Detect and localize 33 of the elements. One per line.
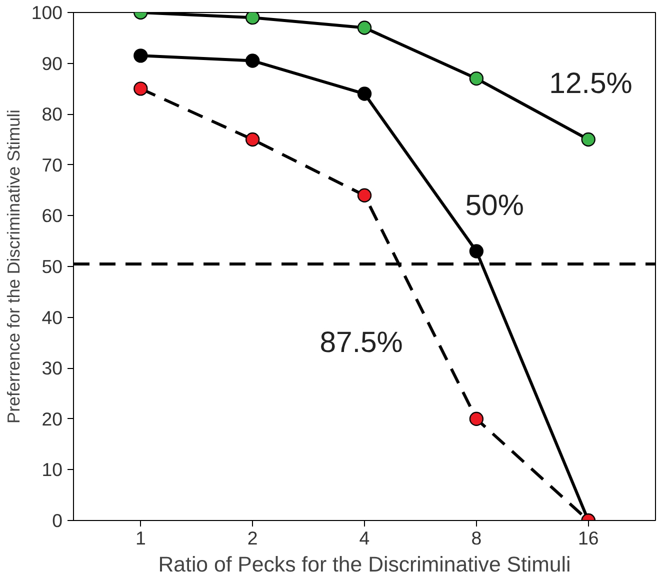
series-label: 87.5% xyxy=(320,326,403,360)
point xyxy=(245,54,260,68)
x-axis-title: Ratio of Pecks for the Discriminative Stimuli xyxy=(158,552,571,576)
point xyxy=(245,12,260,25)
point xyxy=(581,132,596,147)
y-tick-label: 70 xyxy=(42,154,63,176)
y-tick-label: 30 xyxy=(42,358,63,379)
series-label: 12.5% xyxy=(549,67,632,100)
y-tick-label: 40 xyxy=(42,306,63,328)
x-tick-label: 16 xyxy=(578,528,599,548)
point xyxy=(469,71,484,86)
y-tick-label: 50 xyxy=(42,256,63,277)
y-tick-label: 60 xyxy=(42,205,63,226)
point xyxy=(357,86,372,101)
x-tick-label: 8 xyxy=(471,528,482,548)
y-tick-label: 80 xyxy=(42,104,63,125)
y-axis-title: Preferrence for the Discriminative Stimuli xyxy=(3,110,24,424)
y-tick-label: 0 xyxy=(52,510,63,531)
point xyxy=(134,48,148,63)
point xyxy=(245,132,260,147)
x-tick-label: 2 xyxy=(247,528,258,548)
point xyxy=(134,82,148,96)
x-tick-label: 1 xyxy=(135,528,146,548)
point xyxy=(469,412,484,426)
point xyxy=(469,244,484,258)
series-label: 50% xyxy=(465,189,524,222)
x-tick-label: 4 xyxy=(359,528,370,548)
point xyxy=(357,188,372,202)
y-tick-label: 20 xyxy=(42,408,63,430)
y-tick-label: 10 xyxy=(42,459,63,480)
y-tick-label: 100 xyxy=(31,2,63,23)
point xyxy=(357,20,372,35)
y-tick-label: 90 xyxy=(42,52,63,74)
